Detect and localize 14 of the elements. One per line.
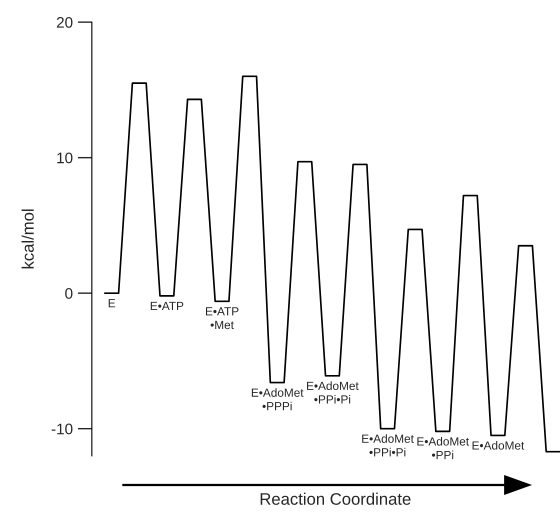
data-label: E•AdoMet •PPi•Pi [307, 381, 359, 404]
y-tick-label: 20 [56, 17, 72, 28]
data-label: E•AdoMet •PPPi [252, 388, 304, 410]
data-label: E•AdoMet •PPi•Pi [362, 434, 414, 456]
y-tick-label: -10 [52, 424, 72, 434]
data-label: E [108, 299, 116, 308]
y-tick-label: 0 [65, 288, 72, 299]
data-label: E•ATP •Met [206, 307, 238, 330]
data-label: E•ATP [150, 302, 184, 310]
data-label: E•AdoMet [472, 441, 524, 450]
x-axis-title: Reaction Coordinate [260, 492, 411, 505]
y-axis-title: kcal/mol [22, 210, 34, 268]
data-label: E•AdoMet •PPi [417, 436, 470, 460]
y-tick-label: 10 [57, 152, 72, 164]
